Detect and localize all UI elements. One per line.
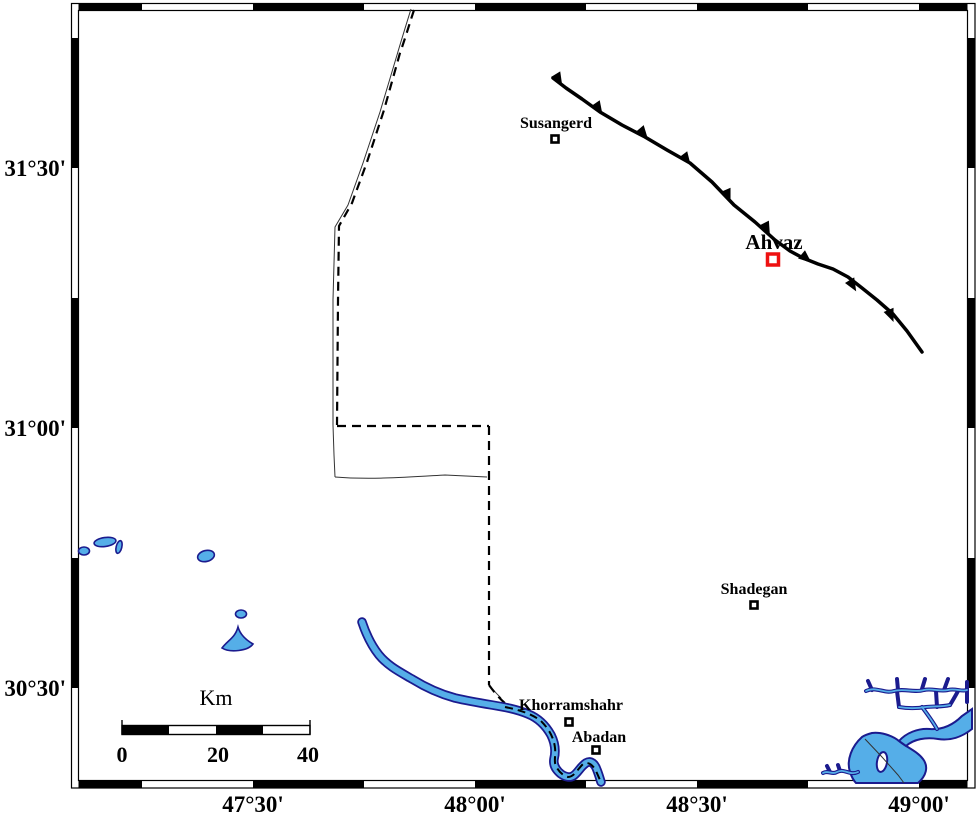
fault-tooth xyxy=(551,71,563,86)
y-axis-labels: 31°30' 31°00' 30°30' xyxy=(4,156,66,701)
fault-tooth xyxy=(635,125,648,139)
fault-tooth xyxy=(590,100,603,115)
city-marker-shadegan xyxy=(749,600,759,610)
fault-tooth xyxy=(798,250,812,263)
city-marker-ahvaz-highlight xyxy=(765,252,781,267)
fault-tooth xyxy=(883,307,894,322)
x-tick-label: 47°30' xyxy=(222,792,284,817)
city-label-khorramshahr: Khorramshahr xyxy=(519,697,623,714)
y-tick-label: 31°30' xyxy=(4,156,66,181)
city-abadan: Abadan xyxy=(572,729,626,755)
scale-label-0: 0 xyxy=(117,742,128,767)
city-marker-khorramshahr xyxy=(564,717,574,727)
fault-tooth xyxy=(845,277,857,292)
fault-teeth xyxy=(551,71,894,322)
x-tick-label: 48°30' xyxy=(666,792,728,817)
x-tick-label: 48°00' xyxy=(444,792,506,817)
map-frame xyxy=(70,2,976,789)
city-shadegan: Shadegan xyxy=(721,581,788,610)
city-label-abadan: Abadan xyxy=(572,729,626,746)
y-tick-label: 30°30' xyxy=(4,676,66,701)
city-label-ahvaz: Ahvaz xyxy=(745,230,802,254)
city-label-susangerd: Susangerd xyxy=(520,115,592,132)
lakes xyxy=(77,536,255,652)
city-label-shadegan: Shadegan xyxy=(721,581,788,598)
fault-tooth xyxy=(759,220,770,235)
delta-channels xyxy=(821,677,973,784)
scale-label-20: 20 xyxy=(207,742,229,767)
city-khorramshahr: Khorramshahr xyxy=(519,697,623,727)
y-tick-label: 31°00' xyxy=(4,416,66,441)
city-marker-abadan xyxy=(591,745,601,755)
scale-bar: Km 0 20 40 xyxy=(117,685,320,767)
city-ahvaz: Ahvaz xyxy=(745,230,803,267)
karun-river xyxy=(357,617,606,787)
x-axis-labels: 47°30' 48°00' 48°30' 49°00' xyxy=(222,792,950,817)
scale-bar-unit: Km xyxy=(200,685,233,710)
city-marker-susangerd xyxy=(550,134,560,144)
fault-line xyxy=(551,71,924,354)
fault-tooth xyxy=(678,151,691,165)
city-susangerd: Susangerd xyxy=(520,115,592,144)
fault-tooth xyxy=(720,187,731,202)
x-tick-label: 49°00' xyxy=(888,792,950,817)
scale-label-40: 40 xyxy=(297,742,319,767)
